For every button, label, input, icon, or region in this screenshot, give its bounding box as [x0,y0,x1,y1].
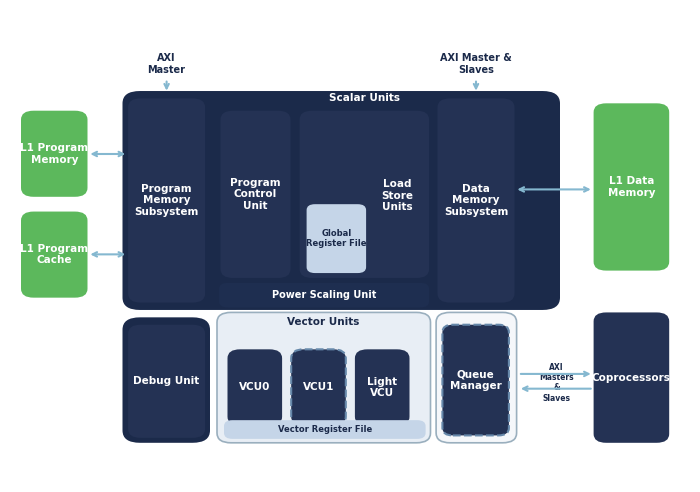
FancyBboxPatch shape [128,325,205,438]
FancyBboxPatch shape [128,98,205,303]
Text: VCU0: VCU0 [239,382,270,393]
Text: Scalar Units: Scalar Units [329,93,400,103]
FancyBboxPatch shape [373,118,421,273]
Text: AXI
Master: AXI Master [148,53,186,75]
Text: Program
Memory
Subsystem: Program Memory Subsystem [134,184,199,217]
FancyBboxPatch shape [355,349,409,426]
FancyBboxPatch shape [307,204,366,273]
Text: AXI Master &
Slaves: AXI Master & Slaves [440,53,512,75]
FancyBboxPatch shape [217,312,430,443]
FancyBboxPatch shape [228,349,282,426]
Text: Debug Unit: Debug Unit [134,376,199,386]
FancyBboxPatch shape [594,312,669,443]
Text: Vector Register File: Vector Register File [278,425,372,434]
FancyBboxPatch shape [21,212,88,298]
Text: Queue
Manager: Queue Manager [450,369,501,391]
FancyBboxPatch shape [594,103,669,271]
Text: Coprocessors: Coprocessors [592,372,671,383]
Text: Program
Control
Unit: Program Control Unit [230,178,281,211]
FancyBboxPatch shape [21,111,88,197]
FancyBboxPatch shape [224,420,426,439]
FancyBboxPatch shape [442,325,509,435]
Text: L1 Data
Memory: L1 Data Memory [608,176,655,198]
Text: Light
VCU: Light VCU [367,377,398,398]
FancyBboxPatch shape [291,349,346,426]
FancyBboxPatch shape [219,283,429,308]
Text: L1 Program
Memory: L1 Program Memory [20,143,88,164]
Text: AXI
Masters
&
Slaves: AXI Masters & Slaves [539,363,574,403]
FancyBboxPatch shape [122,317,210,443]
FancyBboxPatch shape [438,98,514,303]
Text: Power Scaling Unit: Power Scaling Unit [272,290,377,300]
FancyBboxPatch shape [436,312,517,443]
Text: Vector Units: Vector Units [287,317,360,327]
FancyBboxPatch shape [220,111,290,278]
FancyBboxPatch shape [122,91,560,310]
Text: Data
Memory
Subsystem: Data Memory Subsystem [444,184,508,217]
Text: L1 Program
Cache: L1 Program Cache [20,244,88,265]
Text: Global
Register File: Global Register File [306,229,367,248]
Text: Load
Store
Units: Load Store Units [381,179,413,212]
Text: VCU1: VCU1 [303,382,334,393]
FancyBboxPatch shape [300,111,429,278]
